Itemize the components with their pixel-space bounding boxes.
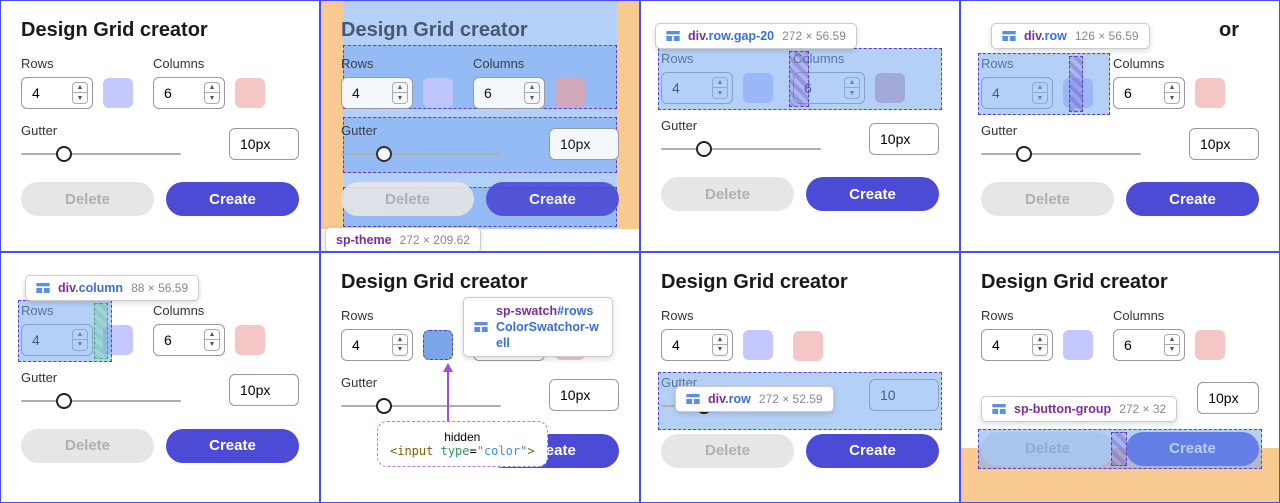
inspector-tooltip: div.column 88 × 56.59 — [25, 275, 199, 301]
gutter-slider[interactable] — [981, 144, 1141, 164]
columns-swatch[interactable] — [555, 78, 585, 108]
panel-4: div.row 126 × 56.59 or Rows 4▲▼ Columns … — [960, 0, 1280, 252]
gutter-slider[interactable] — [21, 391, 181, 411]
panel-title: Design Grid creator — [981, 271, 1259, 294]
gutter-slider[interactable] — [661, 139, 821, 159]
panel-title: Design Grid creator — [341, 271, 619, 294]
layout-icon — [1002, 31, 1016, 41]
delete-button[interactable]: Delete — [661, 434, 794, 468]
columns-label: Columns — [153, 56, 265, 71]
create-button[interactable]: Create — [166, 182, 299, 216]
columns-swatch[interactable] — [1195, 78, 1225, 108]
gutter-value[interactable]: 10px — [229, 128, 299, 160]
rows-column: Rows 4 ▲▼ — [21, 56, 133, 109]
gutter-value[interactable]: 10px — [1189, 128, 1259, 160]
columns-swatch[interactable] — [1195, 330, 1225, 360]
columns-input[interactable]: 6▲▼ — [1113, 329, 1185, 361]
rows-input[interactable]: 4▲▼ — [341, 77, 413, 109]
columns-input[interactable]: 6▲▼ — [1113, 77, 1185, 109]
chevron-up-icon: ▲ — [73, 83, 87, 93]
gutter-value[interactable]: 10px — [869, 123, 939, 155]
create-button[interactable]: Create — [1126, 182, 1259, 216]
layout-icon — [992, 404, 1006, 414]
rows-swatch[interactable] — [1063, 330, 1093, 360]
hidden-input-callout: hidden <input type="color"> — [377, 421, 548, 467]
columns-input[interactable]: 6 ▲▼ — [153, 77, 225, 109]
rows-swatch[interactable] — [743, 330, 773, 360]
inspector-tooltip: sp-button-group 272 × 32 — [981, 396, 1177, 422]
columns-input[interactable]: 6▲▼ — [473, 77, 545, 109]
panel-8: Design Grid creator Rows 4▲▼ Columns 6▲▼… — [960, 252, 1280, 503]
inputs-row: Rows 4 ▲▼ Columns 6 ▲▼ — [21, 56, 299, 109]
inspector-tooltip: div.row.gap-20 272 × 56.59 — [655, 23, 857, 49]
create-button[interactable]: Create — [806, 177, 939, 211]
rows-input[interactable]: 4▲▼ — [661, 329, 733, 361]
inspector-tooltip: sp-swatch#rowsColorSwatchor-well — [463, 297, 613, 358]
panel-3: div.row.gap-20 272 × 56.59 Rows 4▲▼ Colu… — [640, 0, 960, 252]
columns-column: Columns 6 ▲▼ — [153, 56, 265, 109]
inspector-tooltip: div.row 272 × 52.59 — [675, 386, 834, 412]
gutter-slider[interactable] — [21, 144, 181, 164]
columns-swatch[interactable] — [235, 325, 265, 355]
rows-swatch[interactable] — [103, 78, 133, 108]
rows-input[interactable]: 4▲▼ — [981, 329, 1053, 361]
rows-swatch[interactable] — [423, 330, 453, 360]
gutter-value[interactable]: 10px — [1197, 382, 1259, 414]
rows-label: Rows — [21, 56, 133, 71]
panel-7: Design Grid creator Rows 4▲▼ div.row 272… — [640, 252, 960, 503]
rows-swatch[interactable] — [423, 78, 453, 108]
rows-input[interactable]: 4▲▼ — [341, 329, 413, 361]
panel-2: Design Grid creator Rows 4▲▼ Columns 6▲▼ — [320, 0, 640, 252]
layout-icon — [666, 31, 680, 41]
gutter-row: Gutter 10px — [21, 123, 299, 164]
panel-6: Design Grid creator sp-swatch#rowsColorS… — [320, 252, 640, 503]
panel-title: Design Grid creator — [661, 271, 939, 294]
chevron-down-icon: ▼ — [205, 93, 219, 103]
panel-title: Design Grid creator — [341, 19, 619, 42]
gutter-value[interactable]: 10px — [229, 374, 299, 406]
button-row: Delete Create — [21, 182, 299, 216]
rows-input[interactable]: 4 ▲▼ — [21, 77, 93, 109]
gutter-label: Gutter — [21, 123, 209, 138]
panel-1: Design Grid creator Rows 4 ▲▼ Columns 6 — [0, 0, 320, 252]
chevron-down-icon: ▼ — [73, 93, 87, 103]
columns-input[interactable]: 6▲▼ — [153, 324, 225, 356]
layout-icon — [686, 394, 700, 404]
create-button[interactable]: Create — [166, 429, 299, 463]
columns-swatch[interactable] — [235, 78, 265, 108]
columns-swatch[interactable] — [793, 331, 823, 361]
panel-5: div.column 88 × 56.59 Rows 4▲▼ Columns 6… — [0, 252, 320, 503]
delete-button[interactable]: Delete — [21, 429, 154, 463]
delete-button[interactable]: Delete — [21, 182, 154, 216]
screenshot-grid: Design Grid creator Rows 4 ▲▼ Columns 6 — [0, 0, 1280, 503]
panel-title: Design Grid creator — [21, 19, 299, 42]
inspector-tooltip: sp-theme 272 × 209.62 — [325, 227, 481, 252]
delete-button[interactable]: Delete — [981, 182, 1114, 216]
inspector-tooltip: div.row 126 × 56.59 — [991, 23, 1150, 49]
gutter-slider[interactable] — [341, 144, 501, 164]
create-button[interactable]: Create — [486, 182, 619, 216]
delete-button[interactable]: Delete — [341, 182, 474, 216]
delete-button[interactable]: Delete — [661, 177, 794, 211]
create-button[interactable]: Create — [806, 434, 939, 468]
gutter-slider[interactable] — [341, 396, 501, 416]
layout-icon — [474, 322, 488, 332]
chevron-up-icon: ▲ — [205, 83, 219, 93]
gutter-value[interactable]: 10px — [549, 379, 619, 411]
gutter-value[interactable]: 10px — [549, 128, 619, 160]
layout-icon — [36, 283, 50, 293]
